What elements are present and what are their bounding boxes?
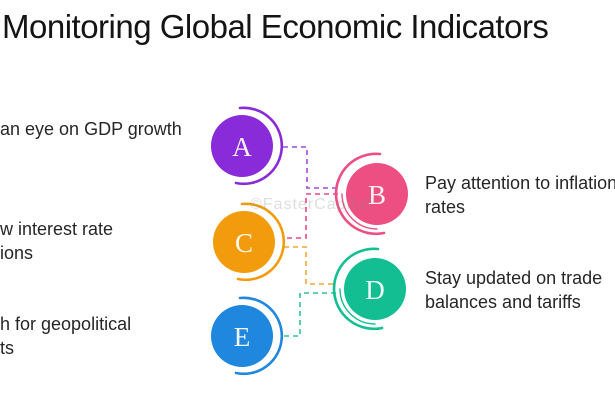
connector-d-e [282,292,336,337]
node-d-letter: D [365,275,385,305]
node-a-arc [234,106,284,186]
node-b-letter: B [368,180,386,210]
label-line: h for geopolitical [0,314,132,334]
node-c: C [213,202,286,282]
connector-c-d [284,246,336,285]
label-line: balances and tariffs [425,292,581,312]
label-line: rates [425,197,466,217]
node-e-circle [211,305,273,367]
node-c-circle [213,211,275,273]
page-title: Monitoring Global Economic Indicators [2,8,549,45]
node-a-letter: A [232,132,252,162]
node-b-arc [334,152,386,236]
connector-a-b [283,146,338,189]
label-geopolitical: h for geopolitical ts [0,312,131,360]
node-a: A [211,106,284,186]
node-b-inner-arc [341,193,378,230]
label-interest-rate: w interest rate ions [0,217,113,265]
node-c-letter: C [235,228,253,258]
label-inflation: Pay attention to inflation rates [425,171,615,219]
node-d-inner-arc [339,288,376,325]
label-trade: Stay updated on trade balances and tarif… [425,266,602,314]
label-line: w interest rate [0,219,114,239]
node-c-arc [236,202,286,282]
node-b: B [334,152,408,236]
node-d-circle [344,258,406,320]
label-line: ts [0,338,15,358]
label-line: Pay attention to inflation [425,173,615,193]
node-b-circle [346,163,408,225]
label-line: an eye on GDP growth [0,119,182,139]
label-line: Stay updated on trade [425,268,603,288]
node-d: D [332,247,406,331]
node-e: E [211,296,284,376]
label-gdp-growth: an eye on GDP growth [0,117,182,141]
node-d-arc [332,247,384,331]
label-line: ions [0,243,34,263]
node-e-letter: E [234,322,251,352]
node-e-arc [234,296,284,376]
node-a-circle [211,115,273,177]
connector-b-c [284,193,338,239]
